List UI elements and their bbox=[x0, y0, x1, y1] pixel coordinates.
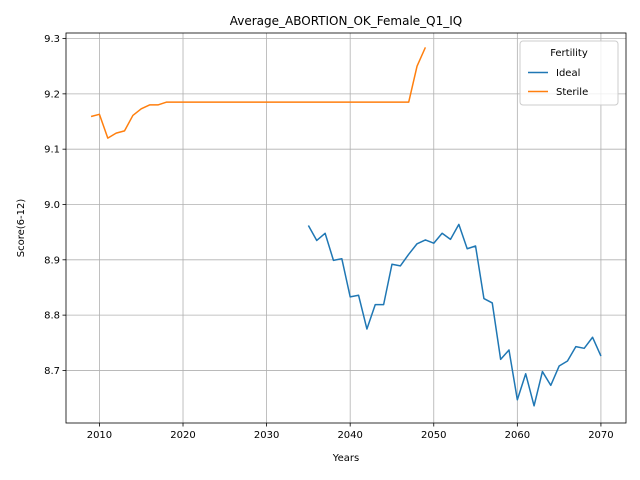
x-axis: 2010 2020 2030 2040 2050 2060 2070 bbox=[87, 423, 614, 441]
grid bbox=[66, 33, 626, 423]
y-tick-label: 9.3 bbox=[44, 34, 60, 45]
y-tick-label: 8.9 bbox=[44, 255, 60, 266]
series-line-ideal bbox=[307, 223, 602, 407]
plot-frame bbox=[65, 32, 627, 424]
y-axis: 8.7 8.8 8.9 9.0 9.1 9.2 9.3 bbox=[44, 34, 66, 377]
legend-label-sterile: Sterile bbox=[556, 87, 588, 98]
x-tick-label: 2070 bbox=[588, 430, 613, 441]
x-axis-label: Years bbox=[332, 453, 359, 464]
x-tick-label: 2060 bbox=[505, 430, 530, 441]
legend: Fertility Ideal Sterile bbox=[519, 40, 619, 106]
series-lines bbox=[90, 47, 602, 407]
x-tick-label: 2010 bbox=[87, 430, 112, 441]
chart-title: Average_ABORTION_OK_Female_Q1_IQ bbox=[230, 14, 462, 28]
x-tick-label: 2050 bbox=[421, 430, 446, 441]
legend-box bbox=[519, 40, 619, 106]
y-tick-label: 8.8 bbox=[44, 311, 60, 322]
y-tick-label: 8.7 bbox=[44, 366, 60, 377]
legend-items: Ideal Sterile bbox=[528, 68, 588, 98]
x-tick-label: 2040 bbox=[337, 430, 362, 441]
y-tick-label: 9.2 bbox=[44, 89, 60, 100]
series-line-sterile bbox=[90, 47, 427, 139]
y-axis-label: Score(6-12) bbox=[16, 199, 27, 258]
y-tick-label: 9.1 bbox=[44, 145, 60, 156]
legend-title: Fertility bbox=[550, 48, 588, 59]
y-tick-label: 9.0 bbox=[44, 200, 60, 211]
x-tick-label: 2020 bbox=[170, 430, 195, 441]
legend-label-ideal: Ideal bbox=[556, 68, 580, 79]
x-tick-label: 2030 bbox=[254, 430, 279, 441]
